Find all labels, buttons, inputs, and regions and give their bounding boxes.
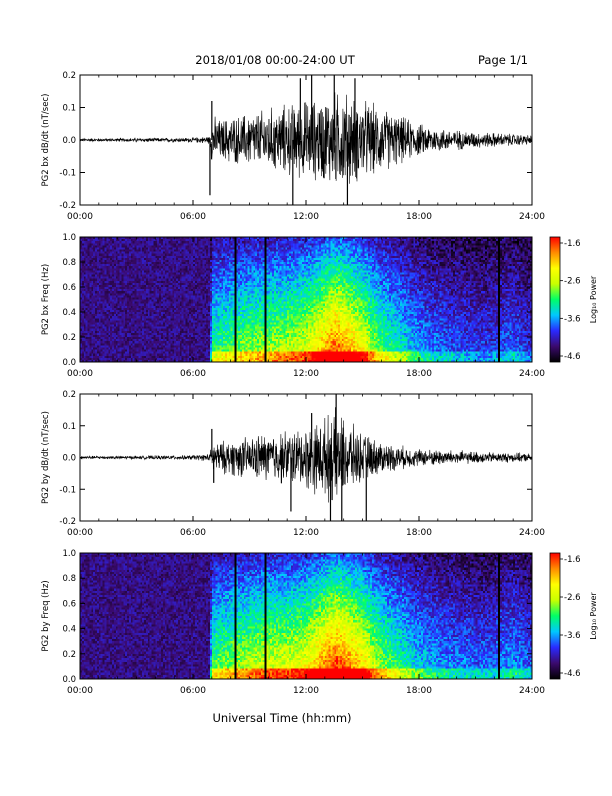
y-tick-label: 0.8 — [62, 574, 76, 584]
y-tick-label: -0.1 — [59, 169, 76, 179]
y-tick-label: 0.0 — [62, 675, 76, 685]
y-tick-label: -0.1 — [59, 485, 76, 495]
y-tick-label: 0.4 — [62, 625, 76, 635]
y-tick-label: 0.2 — [62, 650, 76, 660]
colorbar-tick-label: -1.6 — [564, 239, 581, 249]
x-tick-label: 06:00 — [180, 528, 206, 538]
x-tick-label: 24:00 — [519, 369, 545, 379]
y-tick-label: 0.0 — [62, 136, 76, 146]
x-tick-label: 06:00 — [180, 686, 206, 696]
x-tick-label: 00:00 — [67, 528, 93, 538]
x-tick-label: 12:00 — [293, 369, 319, 379]
x-tick-label: 18:00 — [406, 686, 432, 696]
colorbar-tick-label: -3.6 — [564, 314, 581, 324]
y-tick-label: 1.0 — [62, 233, 76, 243]
x-tick-label: 12:00 — [293, 212, 319, 222]
y-axis-label: PG2 bx Freq (Hz) — [41, 264, 51, 335]
x-tick-label: 24:00 — [519, 528, 545, 538]
colorbar-label: Log₁₀ Power — [589, 592, 598, 640]
x-tick-label: 06:00 — [180, 369, 206, 379]
colorbar-tick-label: -1.6 — [564, 555, 581, 565]
x-tick-label: 00:00 — [67, 369, 93, 379]
x-axis-title: Universal Time (hh:mm) — [212, 711, 351, 725]
panel-by-dbdt: 0.2 0.1 0.0 -0.1 -0.2 PG2 by dB/dt (nT/sec) 00… — [41, 390, 545, 538]
panel-by-spectrogram: 1.0 0.8 0.6 0.4 0.2 0.0 PG2 by Freq (Hz) 00:00 0… — [41, 549, 598, 696]
y-tick-label: -0.2 — [59, 517, 76, 527]
y-tick-label: -0.2 — [59, 201, 76, 211]
y-tick-label: 0.2 — [62, 390, 76, 400]
x-tick-label: 06:00 — [180, 212, 206, 222]
y-tick-label: 0.0 — [62, 454, 76, 464]
colorbar — [549, 552, 561, 680]
y-axis-label: PG2 by Freq (Hz) — [41, 580, 51, 651]
colorbar-tick-label: -2.6 — [564, 593, 581, 603]
panel-bx-dbdt: 0.2 0.1 0.0 -0.1 -0.2 PG2 bx dB/dt (nT/sec) 00… — [41, 71, 545, 222]
x-tick-label: 18:00 — [406, 528, 432, 538]
page-label: Page 1/1 — [478, 53, 528, 67]
y-tick-label: 0.4 — [62, 308, 76, 318]
x-tick-label: 00:00 — [67, 686, 93, 696]
colorbar-tick-label: -4.6 — [564, 669, 581, 679]
spectrogram-image — [80, 237, 532, 362]
y-tick-label: 0.8 — [62, 258, 76, 268]
y-tick-label: 0.0 — [62, 358, 76, 368]
colorbar-tick-label: -2.6 — [564, 277, 581, 287]
y-tick-label: 0.2 — [62, 333, 76, 343]
colorbar-tick-label: -3.6 — [564, 631, 581, 641]
x-tick-label: 12:00 — [293, 686, 319, 696]
colorbar-tick-label: -4.6 — [564, 352, 581, 362]
panel-bx-spectrogram: 1.0 0.8 0.6 0.4 0.2 0.0 PG2 bx Freq (Hz) 00:00 0… — [41, 233, 598, 379]
x-tick-label: 18:00 — [406, 212, 432, 222]
x-tick-label: 24:00 — [519, 686, 545, 696]
signal-trace — [80, 407, 532, 503]
y-axis-label: PG2 bx dB/dt (nT/sec) — [41, 94, 51, 187]
figure-title: 2018/01/08 00:00-24:00 UT — [195, 53, 355, 67]
y-tick-label: 0.1 — [62, 104, 76, 114]
x-tick-label: 18:00 — [406, 369, 432, 379]
y-axis-label: PG2 by dB/dt (nT/sec) — [41, 411, 51, 504]
y-tick-label: 0.6 — [62, 283, 76, 293]
y-tick-label: 0.2 — [62, 71, 76, 81]
x-tick-label: 12:00 — [293, 528, 319, 538]
x-tick-label: 00:00 — [67, 212, 93, 222]
y-tick-label: 1.0 — [62, 549, 76, 559]
y-tick-label: 0.6 — [62, 599, 76, 609]
colorbar-label: Log₁₀ Power — [589, 275, 598, 323]
y-tick-label: 0.1 — [62, 422, 76, 432]
spectrogram-image — [80, 553, 532, 679]
colorbar — [549, 236, 561, 363]
x-tick-label: 24:00 — [519, 212, 545, 222]
signal-trace — [80, 92, 532, 184]
